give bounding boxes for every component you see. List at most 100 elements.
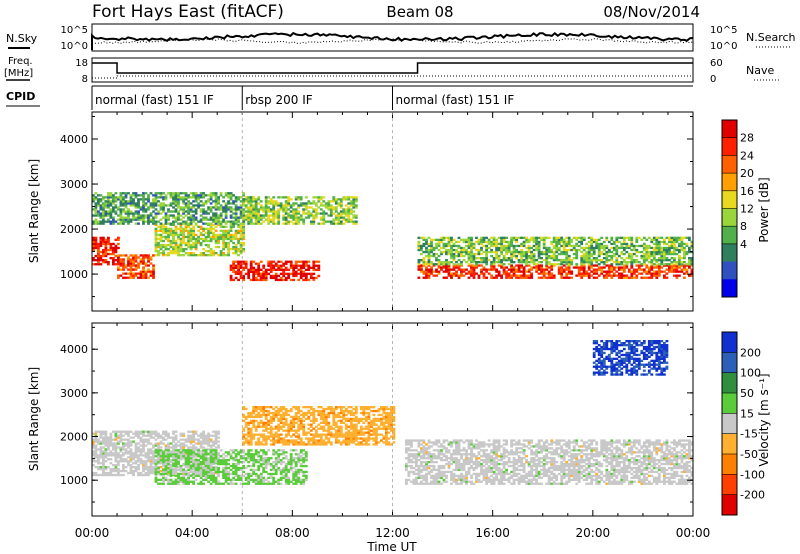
power-cell: [232, 252, 235, 255]
power-cell: [470, 248, 473, 252]
power-cell: [159, 202, 163, 205]
power-cell: [269, 210, 273, 213]
power-cell: [349, 208, 353, 211]
power-cell: [117, 242, 120, 246]
power-cell: [447, 240, 451, 244]
power-cell: [495, 254, 498, 258]
velocity-cell: [187, 430, 190, 433]
power-cell: [480, 252, 483, 256]
velocity-cell: [177, 474, 180, 477]
velocity-cell: [289, 457, 293, 460]
power-cell: [174, 194, 178, 197]
power-cell: [222, 231, 225, 235]
power-cell: [427, 261, 431, 264]
power-cell: [162, 245, 165, 249]
power-cell: [237, 264, 240, 267]
power-cell: [222, 243, 225, 247]
power-cell: [189, 233, 193, 237]
velocity-cell: [144, 462, 148, 465]
power-cell: [304, 278, 308, 282]
power-cell: [124, 220, 128, 223]
power-cell: [159, 233, 163, 237]
power-cell: [112, 220, 115, 223]
power-cell: [262, 276, 266, 280]
velocity-cell: [197, 474, 200, 477]
velocity-cell: [217, 461, 220, 464]
power-cell: [169, 214, 173, 217]
velocity-cell: [212, 453, 215, 456]
power-cell: [525, 254, 528, 258]
power-cell: [119, 218, 123, 221]
power-cell: [602, 266, 606, 269]
power-cell: [232, 235, 235, 239]
power-cell: [142, 220, 145, 223]
power-cell: [605, 238, 609, 241]
velocity-cell: [112, 444, 115, 447]
power-cell: [557, 236, 561, 239]
velocity-cell: [202, 449, 205, 452]
velocity-cell: [279, 461, 283, 464]
velocity-cell: [262, 478, 266, 481]
velocity-cell: [197, 466, 200, 470]
velocity-cell: [167, 432, 170, 435]
power-cell: [532, 248, 536, 252]
power-cell: [332, 206, 336, 209]
power-cell: [532, 259, 536, 262]
velocity-cell: [214, 430, 218, 433]
power-cell: [680, 264, 684, 267]
velocity-cell: [292, 474, 296, 477]
velocity-cell: [222, 466, 225, 470]
velocity-cell: [179, 456, 183, 459]
power-cell: [302, 262, 306, 265]
power-cell: [137, 272, 140, 275]
power-cell: [319, 204, 323, 207]
power-cell: [668, 238, 671, 241]
velocity-cell: [122, 442, 125, 445]
power-cell: [162, 208, 165, 211]
power-cell: [124, 218, 128, 221]
power-cell: [520, 252, 523, 256]
power-cell: [167, 218, 170, 221]
velocity-cell: [247, 478, 251, 481]
power-cell: [592, 248, 596, 252]
power-cell: [154, 192, 158, 195]
power-cell: [99, 236, 103, 239]
velocity-cell: [177, 452, 180, 455]
power-cell: [247, 198, 251, 201]
power-cell: [144, 208, 148, 211]
velocity-cell: [147, 454, 150, 457]
power-cell: [309, 266, 313, 269]
power-cell: [620, 261, 624, 264]
power-cell: [557, 240, 561, 244]
power-cell: [632, 244, 636, 248]
power-cell: [555, 244, 559, 248]
power-colorbar-tick: 20: [740, 167, 754, 180]
power-cell: [259, 278, 263, 282]
velocity-cell: [292, 476, 296, 479]
velocity-cell: [247, 474, 251, 477]
power-cell: [162, 204, 165, 207]
power-cell: [242, 227, 245, 230]
velocity-cell: [149, 436, 153, 439]
power-cell: [645, 246, 649, 250]
power-cell: [152, 220, 155, 223]
power-cell: [537, 248, 541, 252]
power-cell: [284, 260, 288, 263]
power-cell: [442, 261, 446, 264]
power-cell: [657, 263, 661, 266]
power-cell: [655, 236, 659, 239]
power-cell: [510, 244, 513, 248]
power-cell: [510, 264, 513, 267]
velocity-cell: [164, 478, 168, 481]
power-cell: [532, 244, 536, 248]
velocity-cell: [134, 442, 138, 445]
power-cell: [657, 257, 661, 260]
power-cell: [430, 268, 433, 271]
power-cell: [477, 274, 481, 277]
power-cell: [470, 261, 473, 264]
power-cell: [465, 261, 468, 264]
velocity-cell: [192, 456, 195, 459]
power-cell: [537, 268, 541, 271]
velocity-cell: [187, 453, 190, 456]
power-cell: [610, 259, 614, 262]
